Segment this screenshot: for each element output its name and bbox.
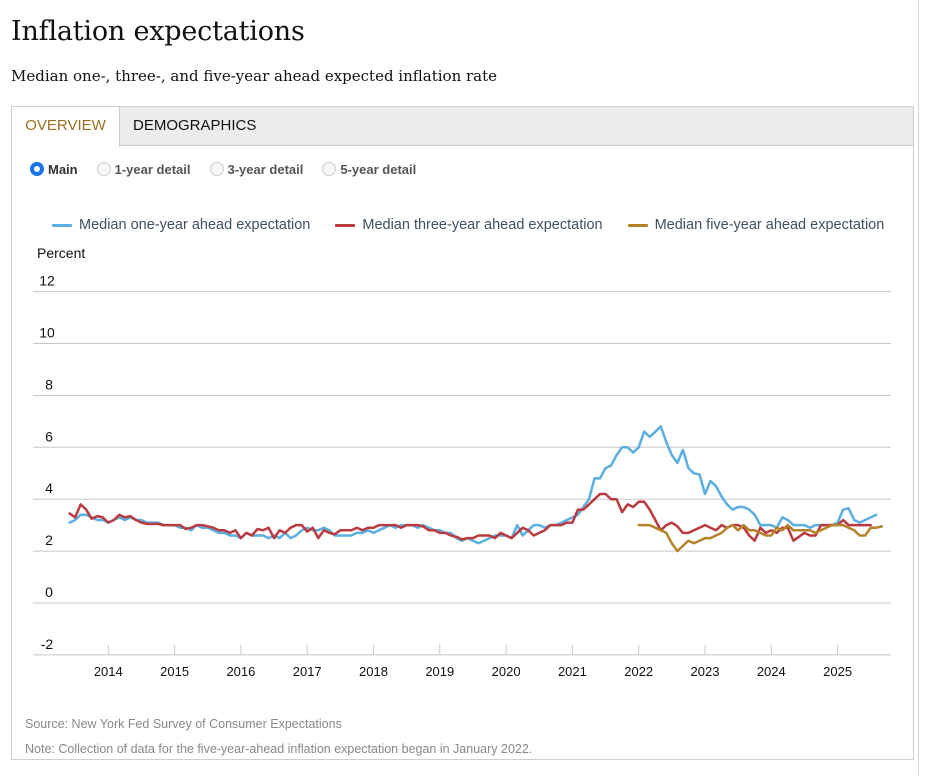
tab-bar: OVERVIEW DEMOGRAPHICS [12,107,913,147]
radio-checked-icon[interactable] [30,162,44,176]
radio-3-year-detail[interactable]: 3-year detail [209,161,304,177]
page-subtitle: Median one-, three-, and five-year ahead… [11,67,498,85]
radio-label: 3-year detail [227,161,304,177]
legend-item-five-year[interactable]: Median five-year ahead expectation [627,217,885,233]
legend-item-three-year[interactable]: Median three-year ahead expectation [335,217,603,233]
chart-panel: OVERVIEW DEMOGRAPHICS Main 1-year detail… [11,106,914,760]
x-tick-label: 2018 [359,664,388,679]
y-tick-label: 12 [39,273,55,289]
x-tick-label: 2021 [558,664,587,679]
radio-unchecked-icon[interactable] [209,162,224,176]
series-line-five-year [637,523,884,553]
legend-item-one-year[interactable]: Median one-year ahead expectation [52,217,310,233]
radio-1-year-detail[interactable]: 1-year detail [96,161,191,177]
radio-label: 1-year detail [114,161,191,177]
y-tick-label: -2 [41,636,54,652]
radio-unchecked-icon[interactable] [322,162,337,176]
x-tick-label: 2025 [823,664,852,679]
radio-label: 5-year detail [340,161,417,177]
tab-demographics[interactable]: DEMOGRAPHICS [133,117,257,134]
x-tick-label: 2014 [94,664,123,679]
series-line-three-year [68,492,872,542]
view-selector: Main 1-year detail 3-year detail 5-year … [30,159,435,179]
y-tick-label: 4 [45,480,53,496]
radio-label: Main [48,161,78,177]
y-axis-title: Percent [37,245,86,261]
series-line-one-year [68,425,878,545]
x-tick-label: 2019 [425,664,454,679]
radio-5-year-detail[interactable]: 5-year detail [322,162,416,177]
y-tick-label: 0 [45,584,53,600]
page-title: Inflation expectations [11,16,305,47]
radio-unchecked-icon[interactable] [96,162,111,176]
footnote: Note: Collection of data for the five-ye… [25,742,533,756]
y-tick-label: 6 [45,428,53,444]
radio-main[interactable]: Main [30,162,78,177]
legend-swatch-one-year [52,223,72,227]
x-tick-label: 2022 [624,664,653,679]
y-tick-label: 10 [39,325,55,341]
legend-label: Median one-year ahead expectation [79,217,311,233]
source-note: Source: New York Fed Survey of Consumer … [25,717,342,731]
legend-swatch-three-year [335,223,356,227]
y-tick-label: 2 [45,532,53,548]
legend-label: Median five-year ahead expectation [654,217,885,233]
legend-swatch-five-year [627,223,648,227]
x-tick-label: 2017 [293,664,322,679]
page-scroll-edge [918,0,919,776]
x-tick-label: 2020 [492,664,521,679]
line-chart: 12 10 8 6 4 2 0 -2 2014 2015 2016 2017 2018 2019 2020 2… [33,273,891,679]
chart-legend: Median one-year ahead expectation Median… [52,217,909,233]
x-tick-label: 2016 [226,664,255,679]
x-tick-label: 2024 [757,664,786,679]
x-tick-label: 2015 [160,664,189,679]
x-tick-label: 2023 [691,664,720,679]
y-tick-label: 8 [45,376,53,392]
tab-overview[interactable]: OVERVIEW [12,107,120,147]
legend-label: Median three-year ahead expectation [362,217,603,233]
